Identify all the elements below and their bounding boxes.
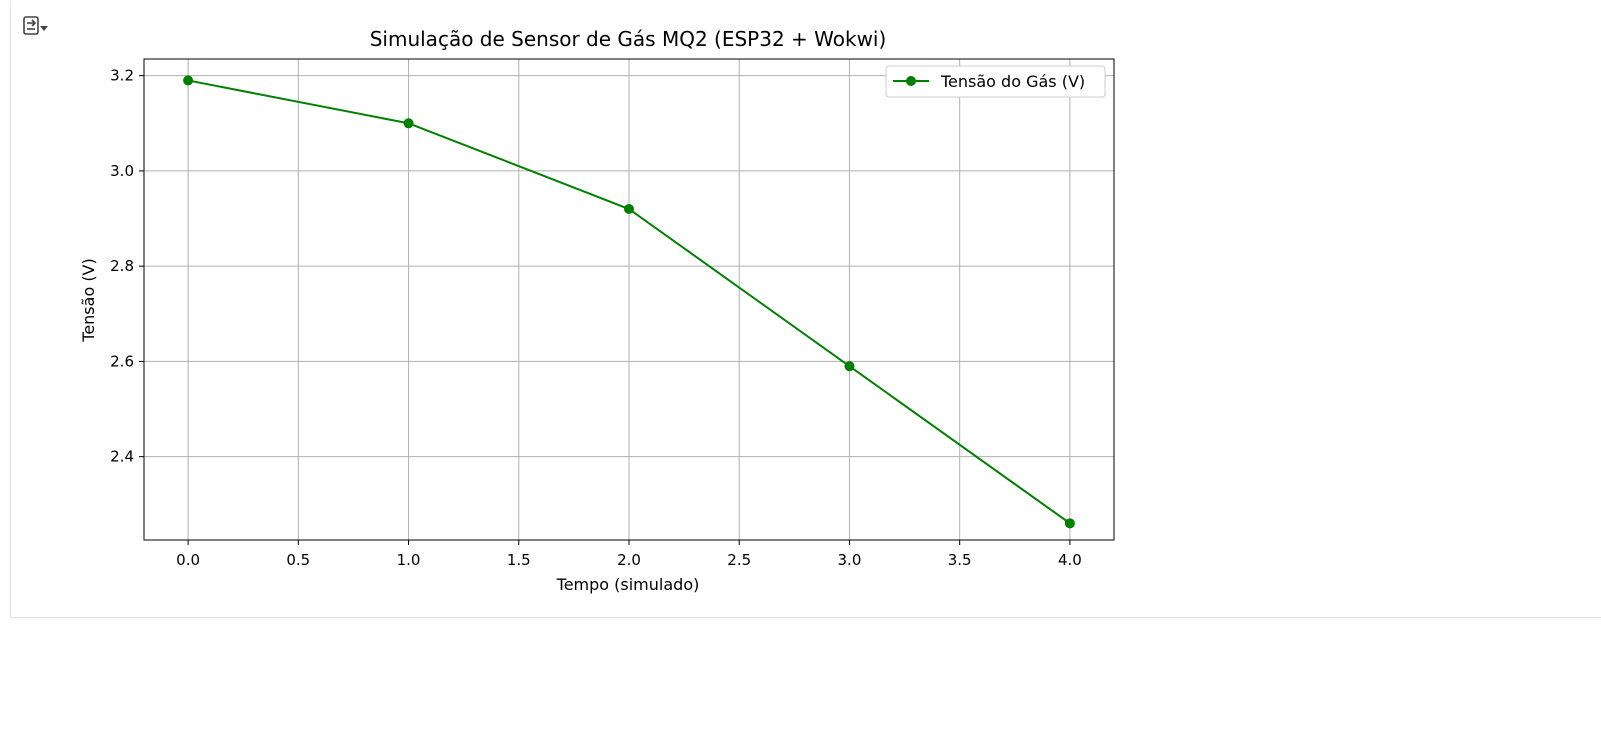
legend: Tensão do Gás (V): [885, 65, 1106, 98]
data-point: [844, 361, 855, 372]
x-tick-label: 2.0: [617, 551, 641, 569]
chart-title: Simulação de Sensor de Gás MQ2 (ESP32 + …: [370, 27, 887, 51]
x-tick-label: 2.5: [727, 551, 751, 569]
x-axis-label: Tempo (simulado): [556, 575, 700, 594]
data-point: [403, 118, 414, 129]
y-axis-ticks: 2.4 2.6 2.8 3.0 3.2: [110, 67, 144, 466]
x-tick-label: 1.5: [507, 551, 531, 569]
plot-area-frame: [143, 58, 1115, 541]
output-toggle-icon[interactable]: [22, 14, 50, 40]
x-tick-label: 0.5: [286, 551, 310, 569]
x-tick-label: 0.0: [176, 551, 200, 569]
y-tick-label: 3.0: [110, 162, 134, 180]
data-point: [624, 204, 634, 215]
y-tick-label: 3.2: [110, 67, 134, 85]
x-tick-label: 3.5: [948, 551, 972, 569]
legend-box: [885, 65, 1106, 98]
x-axis-ticks: 0.0 0.5 1.0 1.5 2.0 2.5 3.0 3.5 4.0: [176, 540, 1082, 569]
data-point: [183, 75, 194, 86]
y-axis-label: Tensão (V): [79, 258, 98, 342]
x-tick-label: 4.0: [1058, 551, 1082, 569]
y-tick-label: 2.4: [110, 448, 134, 466]
y-tick-label: 2.8: [110, 257, 134, 275]
data-point: [1064, 518, 1075, 529]
y-tick-label: 2.6: [110, 352, 134, 370]
output-cell: [10, 0, 1601, 618]
x-tick-label: 3.0: [838, 551, 862, 569]
x-tick-label: 1.0: [397, 551, 421, 569]
legend-label: Tensão do Gás (V): [940, 72, 1085, 91]
legend-marker-swatch: [906, 76, 916, 86]
grid: [144, 59, 1114, 540]
series-layer: [183, 75, 1075, 529]
